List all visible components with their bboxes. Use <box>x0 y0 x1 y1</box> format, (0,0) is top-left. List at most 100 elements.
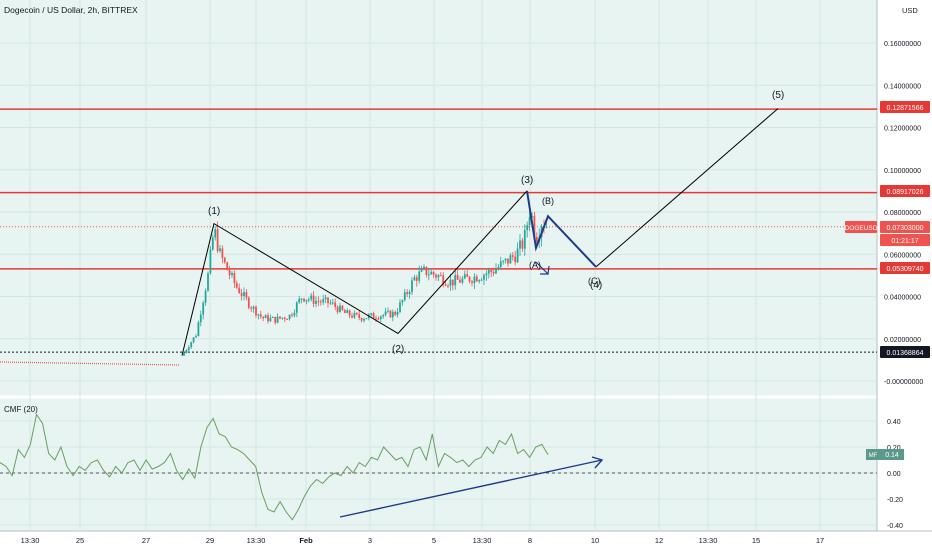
candle-body <box>317 300 320 302</box>
cmf-badge-bg <box>880 449 904 460</box>
candle-body <box>348 310 351 316</box>
candle-body <box>247 297 250 308</box>
candle-body <box>187 347 190 350</box>
candle-body <box>343 310 346 314</box>
candle-body <box>271 316 274 318</box>
candle-body <box>533 215 536 237</box>
cmf-badge-name: MF <box>869 453 878 459</box>
time-tick-label: 13:30 <box>21 536 40 545</box>
candle-body <box>511 255 514 257</box>
time-tick-label: 13:30 <box>247 536 266 545</box>
time-tick-label: Feb <box>299 536 313 545</box>
price-tick-label: 0.12000000 <box>884 126 921 133</box>
time-tick-label: 10 <box>591 536 599 545</box>
candle-body <box>442 275 445 285</box>
candle-body <box>267 315 269 322</box>
candle-body <box>252 306 255 309</box>
candle-body <box>437 275 440 278</box>
cmf-tick-label: -0.40 <box>887 523 903 530</box>
candle-body <box>334 302 337 307</box>
elliott-wave-line <box>181 190 528 356</box>
candle-body <box>204 290 207 303</box>
candle-body <box>322 299 325 303</box>
candle-body <box>300 298 303 300</box>
candle-body <box>293 312 296 316</box>
candle-body <box>382 314 385 317</box>
candle-body <box>401 300 404 303</box>
candle-body <box>219 248 221 252</box>
wave-lines-layer <box>181 108 779 356</box>
candle-body <box>418 271 421 281</box>
badge-symbol-bg <box>845 221 877 233</box>
wave-5-projection-line <box>595 108 779 268</box>
candle-body <box>192 337 195 343</box>
time-tick-label: 29 <box>206 536 214 545</box>
candle-body <box>490 270 493 272</box>
price-tick-label: 0.10000000 <box>884 168 921 175</box>
candle-body <box>327 297 329 304</box>
candle-body <box>281 317 284 319</box>
candle-body <box>507 258 509 264</box>
candle-body <box>480 279 483 281</box>
wave-label-3: (3) <box>521 175 533 186</box>
candle-body <box>432 271 435 275</box>
candle-body <box>221 248 224 258</box>
candle-body <box>351 315 353 318</box>
candle-body <box>231 272 233 276</box>
candle-body <box>509 255 512 264</box>
candle-body <box>387 310 389 312</box>
candle-body <box>514 256 517 263</box>
candle-body <box>545 227 548 229</box>
candle-body <box>379 316 382 320</box>
price-tick-label: 0.04000000 <box>884 295 921 302</box>
candle-body <box>209 249 212 274</box>
candle-body <box>329 302 332 304</box>
candle-body <box>346 310 349 314</box>
cmf-badge-name-bg <box>866 449 880 460</box>
time-tick-label: 5 <box>432 536 436 545</box>
candle-body <box>363 319 365 321</box>
candle-body <box>269 317 272 322</box>
badge-level-3: 0.05309740 <box>880 262 930 274</box>
candle-body <box>341 305 344 311</box>
cmf-tick-label: 0.00 <box>887 471 901 478</box>
badge-bg <box>880 185 930 197</box>
candle-body <box>435 274 437 278</box>
candle-body <box>492 271 495 274</box>
candle-body <box>276 316 279 323</box>
cmf-series-line <box>0 413 549 521</box>
price-tick-label: -0.00000000 <box>884 379 923 386</box>
badge-text: 0.01368864 <box>887 350 924 357</box>
badge-level-top: 0.12871566 <box>880 101 930 113</box>
candle-body <box>310 295 313 300</box>
horizontal-levels-layer <box>0 108 877 474</box>
candle-body <box>406 292 409 295</box>
cmf-value-badge: MF 0.14 <box>866 449 904 460</box>
candle-body <box>535 236 538 243</box>
price-tick-label: 0.02000000 <box>884 337 921 344</box>
badge-bg <box>880 346 930 358</box>
candle-body <box>185 349 188 353</box>
candle-body <box>430 271 433 275</box>
candle-body <box>475 276 478 282</box>
candle-body <box>444 284 447 286</box>
candle-body <box>495 269 497 274</box>
candle-body <box>415 277 418 281</box>
candle-body <box>298 298 301 303</box>
candle-body <box>214 229 217 238</box>
candle-body <box>358 314 361 319</box>
flat-price-line <box>0 361 181 366</box>
candle-body <box>211 237 214 250</box>
candle-body <box>468 276 471 282</box>
candle-body <box>197 322 200 337</box>
badge-text: 0.07303000 <box>887 225 924 232</box>
candle-body <box>250 307 253 309</box>
candle-body <box>295 302 298 313</box>
candle-body <box>264 315 267 319</box>
time-tick-label: 17 <box>816 536 824 545</box>
candle-body <box>425 266 428 276</box>
axis-labels-layer: 0.16000000 0.14000000 0.12000000 0.10000000… <box>21 41 924 545</box>
candle-body <box>497 267 500 270</box>
wave-label-a: (A) <box>529 260 541 270</box>
